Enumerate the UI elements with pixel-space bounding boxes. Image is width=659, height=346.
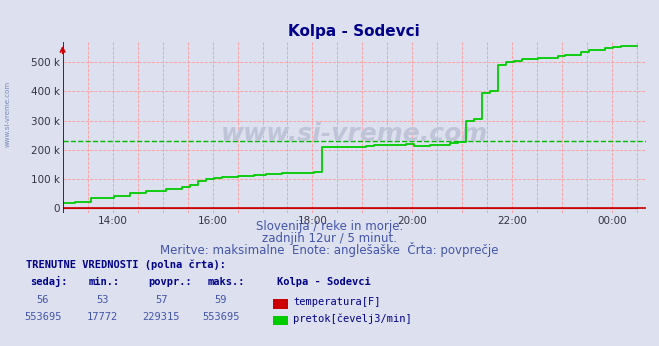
Text: www.si-vreme.com: www.si-vreme.com <box>5 81 11 147</box>
Text: 553695: 553695 <box>24 312 61 322</box>
Text: 17772: 17772 <box>86 312 118 322</box>
Text: 59: 59 <box>215 295 227 305</box>
Text: maks.:: maks.: <box>208 277 245 288</box>
Text: pretok[čevelj3/min]: pretok[čevelj3/min] <box>293 314 412 325</box>
Text: povpr.:: povpr.: <box>148 277 192 288</box>
Text: 57: 57 <box>156 295 167 305</box>
Text: Meritve: maksimalne  Enote: anglešaške  Črta: povprečje: Meritve: maksimalne Enote: anglešaške Čr… <box>160 242 499 257</box>
Text: 56: 56 <box>37 295 49 305</box>
Text: sedaj:: sedaj: <box>30 276 67 288</box>
Text: 553695: 553695 <box>202 312 239 322</box>
Text: 229315: 229315 <box>143 312 180 322</box>
Text: 53: 53 <box>96 295 108 305</box>
Text: Slovenija / reke in morje.: Slovenija / reke in morje. <box>256 220 403 233</box>
Text: min.:: min.: <box>89 277 120 288</box>
Text: Kolpa - Sodevci: Kolpa - Sodevci <box>277 277 370 288</box>
Text: temperatura[F]: temperatura[F] <box>293 297 381 307</box>
Text: TRENUTNE VREDNOSTI (polna črta):: TRENUTNE VREDNOSTI (polna črta): <box>26 260 226 270</box>
Text: www.si-vreme.com: www.si-vreme.com <box>221 122 488 146</box>
Title: Kolpa - Sodevci: Kolpa - Sodevci <box>289 24 420 39</box>
Text: zadnjih 12ur / 5 minut.: zadnjih 12ur / 5 minut. <box>262 232 397 245</box>
